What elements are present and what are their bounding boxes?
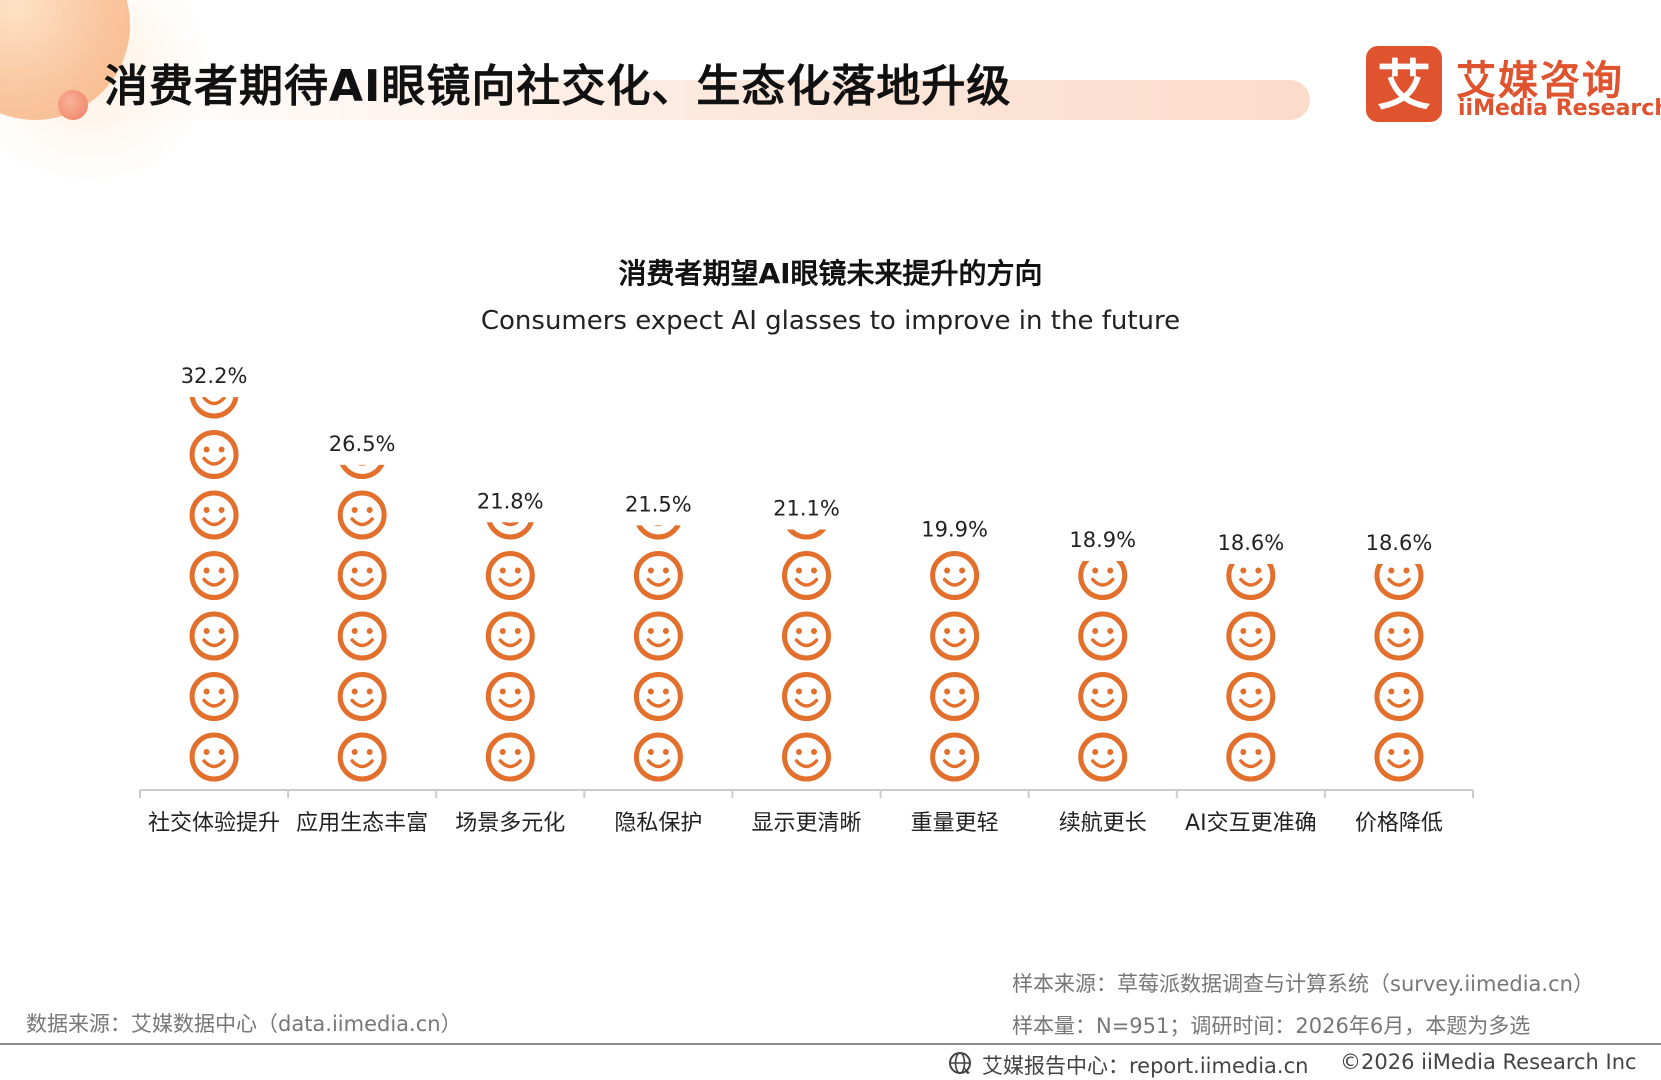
- pictograph-chart: 32.2% 社交体验提升 26.5% 应用生态丰富 21.8% 场景多元化 21.5% 隐私保…: [139, 364, 1474, 836]
- smiley-icon: [1078, 611, 1128, 661]
- smiley-icon: [337, 672, 387, 721]
- value-label: 21.5%: [625, 492, 692, 516]
- smiley-icon: [930, 551, 980, 600]
- copyright: ©2026 iiMedia Research Inc: [1340, 1050, 1637, 1074]
- smiley-icon: [485, 611, 535, 661]
- bar-8: [1374, 564, 1424, 782]
- chart-subtitle: Consumers expect AI glasses to improve i…: [480, 306, 1181, 336]
- bar-5: [930, 551, 980, 782]
- smiley-icon: [337, 732, 387, 782]
- smiley-icon: [1374, 672, 1424, 721]
- smiley-icon: [782, 672, 831, 721]
- smiley-icon: [485, 732, 535, 782]
- smiley-icon: [782, 611, 831, 661]
- sample-source: 样本来源：草莓派数据调查与计算系统（survey.iimedia.cn）: [1012, 972, 1594, 996]
- logo-name-en: iiMedia Research: [1458, 96, 1661, 121]
- smiley-icon: [189, 397, 239, 419]
- smiley-icon: [633, 732, 683, 782]
- smiley-icon: [1226, 564, 1276, 600]
- logo-name-cn: 艾媒咨询: [1456, 58, 1624, 104]
- bar-4: [782, 529, 831, 782]
- bar-6: [1078, 560, 1128, 782]
- smiley-icon: [485, 551, 535, 600]
- smiley-icon: [633, 672, 683, 721]
- smiley-icon: [1226, 732, 1276, 782]
- decoration-dot: [58, 90, 88, 120]
- category-label: 续航更长: [1059, 811, 1147, 836]
- category-label: 重量更轻: [911, 811, 999, 836]
- smiley-icon: [930, 672, 980, 721]
- sample-info: 样本量：N=951；调研时间：2026年6月，本题为多选: [1012, 1014, 1531, 1038]
- smiley-icon: [1226, 611, 1276, 661]
- value-label: 18.9%: [1069, 528, 1136, 552]
- smiley-icon: [337, 611, 387, 661]
- value-label: 18.6%: [1217, 531, 1284, 555]
- value-label: 26.5%: [329, 432, 396, 456]
- value-label: 32.2%: [181, 364, 248, 388]
- category-label: 价格降低: [1355, 811, 1443, 836]
- smiley-icon: [486, 522, 534, 540]
- smiley-icon: [189, 430, 239, 479]
- smiley-icon: [1374, 732, 1424, 782]
- category-label: 应用生态丰富: [296, 811, 428, 836]
- bar-7: [1226, 564, 1276, 782]
- smiley-icon: [786, 529, 827, 540]
- page-title: 消费者期待AI眼镜向社交化、生态化落地升级: [104, 61, 1012, 112]
- chart-title: 消费者期望AI眼镜未来提升的方向: [618, 257, 1043, 290]
- smiley-icon: [636, 525, 681, 540]
- value-label: 21.1%: [773, 497, 840, 521]
- smiley-icon: [1078, 560, 1128, 600]
- smiley-icon: [930, 611, 980, 661]
- smiley-icon: [337, 490, 387, 540]
- smiley-icon: [339, 464, 385, 479]
- category-label: AI交互更准确: [1185, 811, 1317, 836]
- smiley-icon: [189, 490, 239, 540]
- data-source: 数据来源：艾媒数据中心（data.iimedia.cn）: [26, 1012, 462, 1036]
- bar-3: [633, 525, 683, 782]
- smiley-icon: [1226, 672, 1276, 721]
- svg-text:艾: 艾: [1377, 54, 1431, 117]
- smiley-icon: [782, 732, 831, 782]
- smiley-icon: [930, 732, 980, 782]
- logo-mark-icon: 艾: [1366, 46, 1442, 122]
- value-label: 21.8%: [477, 489, 544, 513]
- smiley-icon: [1374, 564, 1424, 600]
- smiley-icon: [1078, 732, 1128, 782]
- report-center-link[interactable]: 艾媒报告中心：report.iimedia.cn: [982, 1054, 1309, 1078]
- brand-logo: 艾 艾媒咨询 iiMedia Research: [1366, 46, 1661, 126]
- smiley-icon: [189, 551, 239, 600]
- title-highlight-band: [110, 80, 1310, 120]
- bar-2: [485, 522, 535, 782]
- smiley-icon: [1374, 611, 1424, 661]
- smiley-icon: [633, 611, 683, 661]
- value-label: 19.9%: [921, 518, 988, 542]
- category-label: 社交体验提升: [148, 811, 280, 836]
- smiley-icon: [189, 611, 239, 661]
- smiley-icon: [782, 551, 831, 600]
- smiley-icon: [189, 672, 239, 721]
- smiley-icon: [189, 732, 239, 782]
- value-label: 18.6%: [1366, 531, 1433, 555]
- bar-1: [337, 464, 387, 782]
- smiley-icon: [337, 551, 387, 600]
- bar-0: [189, 397, 239, 782]
- footer-divider: [0, 1043, 1661, 1045]
- smiley-icon: [1078, 672, 1128, 721]
- smiley-icon: [485, 672, 535, 721]
- category-label: 场景多元化: [455, 811, 565, 836]
- category-label: 隐私保护: [614, 811, 702, 836]
- category-label: 显示更清晰: [751, 811, 861, 836]
- globe-icon: [949, 1052, 971, 1074]
- smiley-icon: [633, 551, 683, 600]
